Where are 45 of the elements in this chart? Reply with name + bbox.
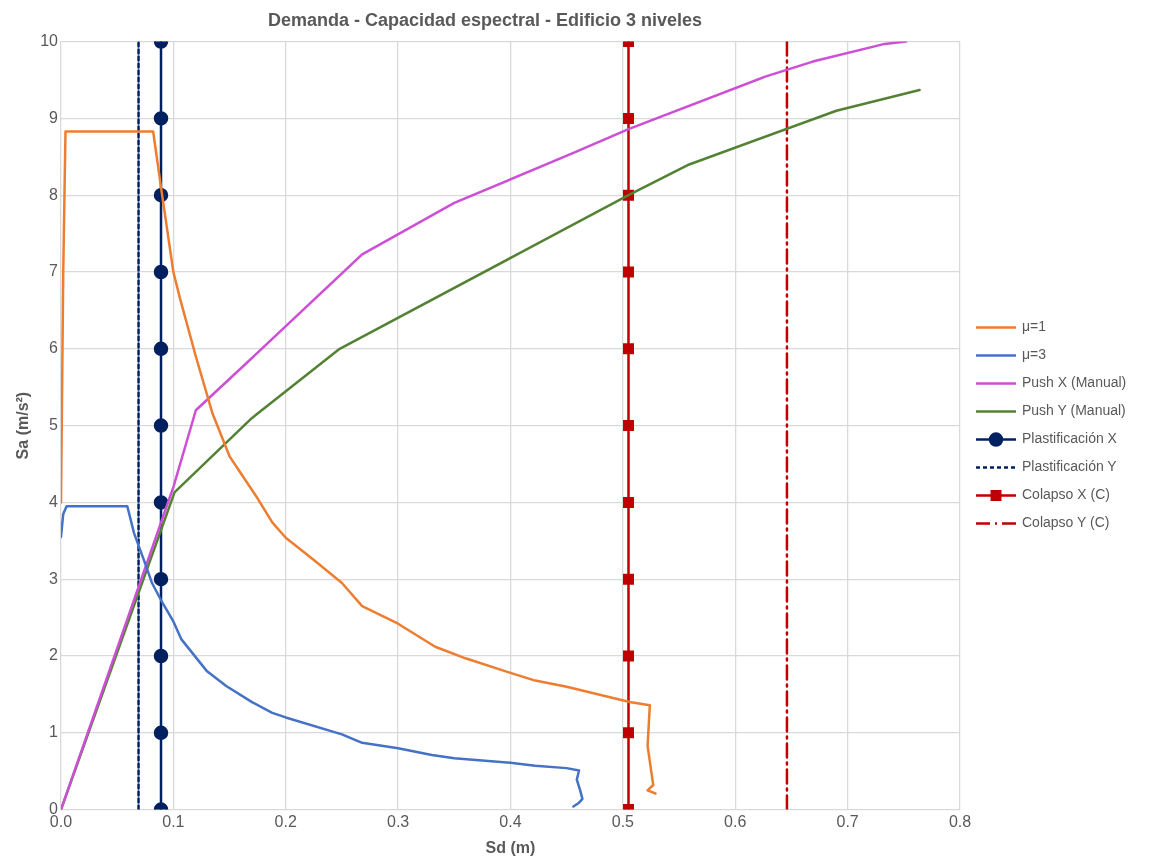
point [153, 341, 169, 357]
y-axis-title: Sa (m/s²) [14, 391, 32, 460]
legend-label: μ=3 [1022, 346, 1047, 363]
point [153, 571, 169, 587]
x-tick-label: 0.8 [948, 812, 972, 830]
y-tick-label: 2 [49, 646, 59, 664]
point [623, 573, 634, 585]
point [153, 418, 169, 433]
y-tick-label: 1 [49, 723, 59, 741]
x-tick-label: 0.5 [611, 812, 635, 830]
point [153, 648, 169, 664]
point [623, 727, 634, 739]
point [623, 420, 634, 432]
legend-label: Plastificación Y [1022, 458, 1118, 475]
legend-label: Colapso X (C) [1022, 486, 1110, 503]
point [153, 111, 169, 126]
point [623, 343, 634, 355]
y-tick-label: 10 [40, 32, 59, 50]
point [153, 725, 169, 741]
point [623, 112, 634, 124]
x-axis-title: Sd (m) [485, 838, 536, 856]
point [623, 650, 634, 662]
chart-title: Demanda - Capacidad espectral - Edificio 3 niveles [267, 9, 703, 30]
point [153, 264, 169, 280]
y-tick-label: 5 [49, 416, 59, 434]
legend-label: Push Y (Manual) [1022, 402, 1126, 419]
point [153, 495, 169, 510]
point [623, 496, 634, 508]
x-tick-label: 0.3 [387, 812, 410, 830]
legend-label: μ=1 [1022, 318, 1047, 335]
x-tick-label: 0.7 [836, 812, 859, 830]
y-tick-label: 8 [49, 185, 59, 203]
x-tick-label: 0.6 [724, 812, 747, 830]
x-tick-label: 0.4 [499, 812, 522, 830]
x-tick-label: 0.2 [274, 812, 297, 830]
y-tick-label: 9 [49, 108, 59, 126]
x-tick-label: 0.1 [162, 812, 185, 830]
legend-label: Push X (Manual) [1022, 374, 1127, 391]
y-tick-label: 7 [49, 262, 59, 280]
legend-label: Plastificación X [1022, 430, 1118, 447]
y-tick-label: 3 [49, 569, 59, 587]
point [623, 266, 634, 278]
y-tick-label: 6 [49, 339, 59, 357]
legend-label: Colapso Y (C) [1022, 514, 1110, 531]
y-tick-label: 4 [49, 492, 59, 510]
